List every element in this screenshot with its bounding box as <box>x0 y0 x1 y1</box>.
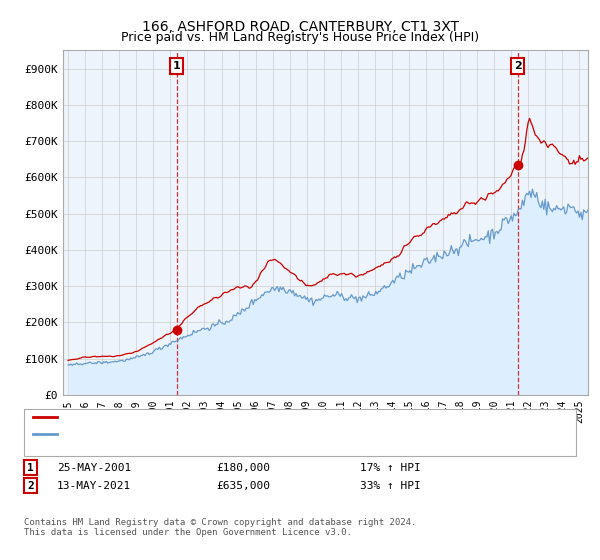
Text: 166, ASHFORD ROAD, CANTERBURY, CT1 3XT: 166, ASHFORD ROAD, CANTERBURY, CT1 3XT <box>142 20 458 34</box>
Text: 33% ↑ HPI: 33% ↑ HPI <box>360 480 421 491</box>
Text: £180,000: £180,000 <box>216 463 270 473</box>
Text: 2: 2 <box>514 60 521 71</box>
Text: 13-MAY-2021: 13-MAY-2021 <box>57 480 131 491</box>
Text: 17% ↑ HPI: 17% ↑ HPI <box>360 463 421 473</box>
Text: HPI: Average price, detached house, Canterbury: HPI: Average price, detached house, Cant… <box>60 430 347 440</box>
Text: Contains HM Land Registry data © Crown copyright and database right 2024.
This d: Contains HM Land Registry data © Crown c… <box>24 518 416 538</box>
Text: Price paid vs. HM Land Registry's House Price Index (HPI): Price paid vs. HM Land Registry's House … <box>121 31 479 44</box>
Text: 1: 1 <box>173 60 181 71</box>
Text: 166, ASHFORD ROAD, CANTERBURY, CT1 3XT (detached house): 166, ASHFORD ROAD, CANTERBURY, CT1 3XT (… <box>60 413 404 423</box>
Text: 2: 2 <box>27 480 34 491</box>
Text: 1: 1 <box>27 463 34 473</box>
Text: £635,000: £635,000 <box>216 480 270 491</box>
Text: 25-MAY-2001: 25-MAY-2001 <box>57 463 131 473</box>
